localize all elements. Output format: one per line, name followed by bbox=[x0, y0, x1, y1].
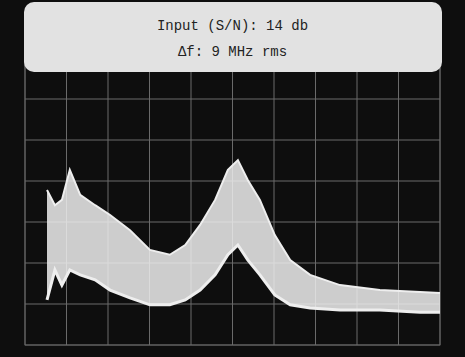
trace bbox=[47, 160, 440, 312]
subtitle: Δf: 9 MHz rms bbox=[178, 44, 287, 60]
grid-line bbox=[25, 99, 440, 100]
title: Input (S/N): 14 db bbox=[157, 18, 308, 34]
trace-band bbox=[47, 160, 440, 312]
background bbox=[0, 0, 465, 357]
chart: Input (S/N): 14 db Δf: 9 MHz rms bbox=[0, 0, 465, 357]
trace-upper bbox=[47, 160, 440, 293]
label-panel bbox=[24, 2, 442, 72]
grid-line bbox=[25, 345, 440, 346]
grid-line bbox=[25, 140, 440, 141]
trace-lower bbox=[47, 245, 440, 312]
